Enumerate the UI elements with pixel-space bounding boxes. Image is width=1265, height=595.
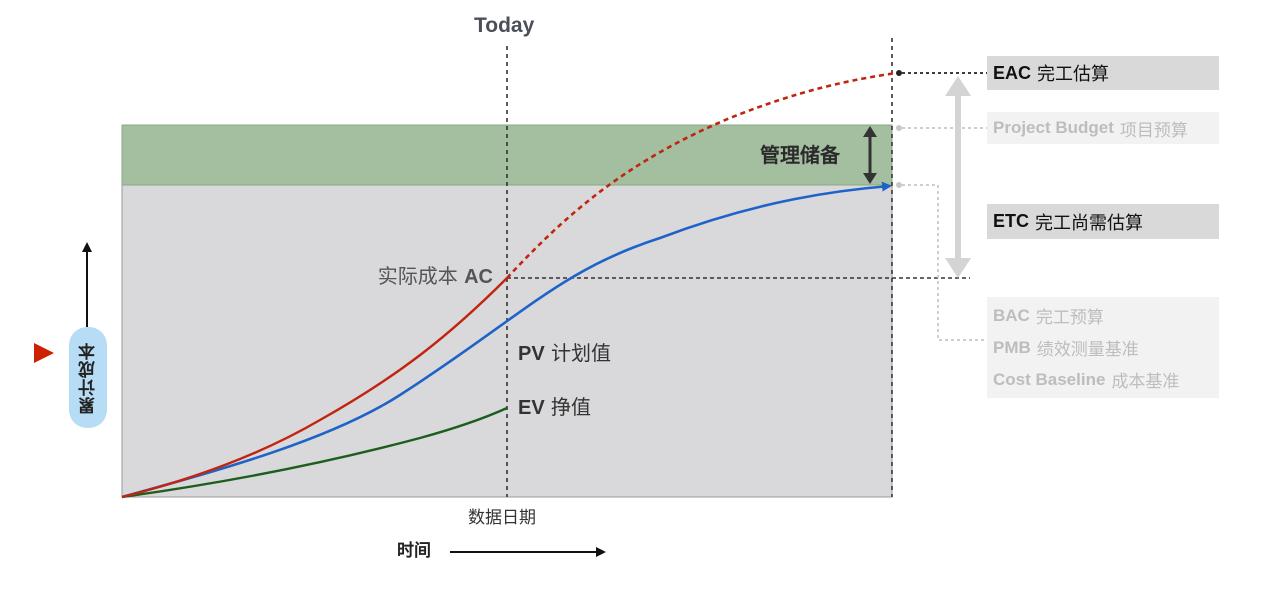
pv-label: PV 计划值 <box>518 341 612 365</box>
y-axis-pill: 累计成本 <box>69 327 107 428</box>
plot-area <box>121 184 893 498</box>
today-label: Today <box>474 14 535 37</box>
etc-box: ETC 完工尚需估算 <box>987 204 1219 239</box>
bac-line: BAC 完工预算 <box>993 305 1104 329</box>
etc-arrow-top <box>945 76 971 96</box>
eac-point <box>896 70 902 76</box>
ac-curve <box>121 277 508 499</box>
data-date-label: 数据日期 <box>468 508 536 528</box>
bac-connector <box>902 184 987 341</box>
marker-triangle-icon <box>34 343 54 363</box>
ac-label: 实际成本 AC <box>377 264 493 288</box>
management-reserve-label: 管理储备 <box>760 143 840 167</box>
ev-label: EV 挣值 <box>518 395 592 419</box>
bac-point <box>896 182 902 188</box>
x-axis-label: 时间 <box>397 541 431 561</box>
project-budget-box: Project Budget 项目预算 <box>987 112 1219 144</box>
reserve-arrow-top <box>863 126 877 137</box>
eac-box: EAC 完工估算 <box>987 56 1219 90</box>
pmb-line: PMB 绩效测量基准 <box>993 337 1139 361</box>
eac-forecast-curve <box>506 71 897 279</box>
pv-curve <box>121 181 892 499</box>
etc-arrow-bottom <box>945 258 971 278</box>
bac-box: BAC 完工预算 PMB 绩效测量基准 Cost Baseline 成本基准 <box>987 297 1219 398</box>
budget-point <box>896 125 902 131</box>
cost-baseline-line: Cost Baseline 成本基准 <box>993 369 1180 393</box>
ev-curve <box>121 406 508 499</box>
reserve-arrow-bottom <box>863 173 877 184</box>
y-axis-label: 累计成本 <box>78 341 99 414</box>
